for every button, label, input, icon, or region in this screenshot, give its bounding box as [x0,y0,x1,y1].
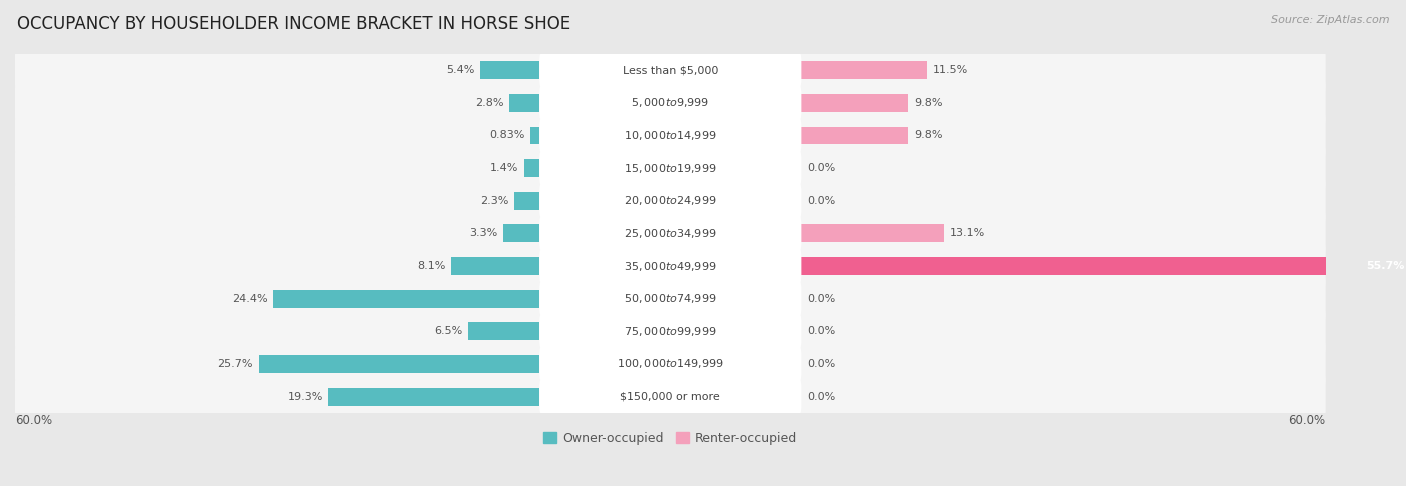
Text: 55.7%: 55.7% [1365,261,1405,271]
Text: $5,000 to $9,999: $5,000 to $9,999 [631,96,710,109]
Text: 9.8%: 9.8% [914,130,942,140]
Text: 25.7%: 25.7% [218,359,253,369]
Text: 9.8%: 9.8% [914,98,942,108]
Bar [451,257,540,275]
Legend: Owner-occupied, Renter-occupied: Owner-occupied, Renter-occupied [538,427,803,450]
Bar [801,61,927,79]
Bar [524,159,540,177]
Bar [515,192,540,210]
Text: 0.0%: 0.0% [807,163,835,173]
Text: $15,000 to $19,999: $15,000 to $19,999 [624,162,717,174]
Text: 0.0%: 0.0% [807,359,835,369]
FancyBboxPatch shape [540,215,801,252]
Text: 6.5%: 6.5% [434,326,463,336]
Text: 8.1%: 8.1% [418,261,446,271]
FancyBboxPatch shape [540,345,801,382]
FancyBboxPatch shape [15,339,1326,389]
Bar [801,126,908,144]
FancyBboxPatch shape [15,208,1326,258]
FancyBboxPatch shape [540,117,801,154]
Text: 0.0%: 0.0% [807,326,835,336]
Text: 0.83%: 0.83% [489,130,524,140]
Bar [273,290,540,308]
FancyBboxPatch shape [15,78,1326,128]
FancyBboxPatch shape [15,274,1326,324]
Bar [801,94,908,112]
FancyBboxPatch shape [15,45,1326,95]
Bar [801,225,945,243]
Text: 60.0%: 60.0% [1288,414,1326,427]
Text: 13.1%: 13.1% [950,228,986,239]
Text: 5.4%: 5.4% [447,65,475,75]
Text: $20,000 to $24,999: $20,000 to $24,999 [624,194,717,207]
Text: OCCUPANCY BY HOUSEHOLDER INCOME BRACKET IN HORSE SHOE: OCCUPANCY BY HOUSEHOLDER INCOME BRACKET … [17,15,569,33]
Text: 2.3%: 2.3% [481,196,509,206]
FancyBboxPatch shape [15,372,1326,421]
Text: 0.0%: 0.0% [807,294,835,304]
Text: Source: ZipAtlas.com: Source: ZipAtlas.com [1271,15,1389,25]
FancyBboxPatch shape [540,247,801,285]
Text: 19.3%: 19.3% [288,392,323,401]
FancyBboxPatch shape [15,143,1326,193]
FancyBboxPatch shape [15,111,1326,160]
Text: $150,000 or more: $150,000 or more [620,392,720,401]
Bar [329,388,540,405]
FancyBboxPatch shape [540,84,801,122]
Text: $25,000 to $34,999: $25,000 to $34,999 [624,227,717,240]
Text: $100,000 to $149,999: $100,000 to $149,999 [617,357,724,370]
Text: 11.5%: 11.5% [932,65,967,75]
Bar [530,126,540,144]
Text: $10,000 to $14,999: $10,000 to $14,999 [624,129,717,142]
Text: Less than $5,000: Less than $5,000 [623,65,718,75]
FancyBboxPatch shape [540,280,801,317]
Bar [468,322,540,340]
Text: 1.4%: 1.4% [491,163,519,173]
Text: 0.0%: 0.0% [807,392,835,401]
FancyBboxPatch shape [15,307,1326,356]
Bar [481,61,540,79]
Text: $50,000 to $74,999: $50,000 to $74,999 [624,292,717,305]
FancyBboxPatch shape [15,176,1326,226]
Bar [509,94,540,112]
Text: $35,000 to $49,999: $35,000 to $49,999 [624,260,717,273]
FancyBboxPatch shape [540,52,801,89]
Text: 0.0%: 0.0% [807,196,835,206]
FancyBboxPatch shape [15,241,1326,291]
FancyBboxPatch shape [540,149,801,187]
FancyBboxPatch shape [540,378,801,416]
FancyBboxPatch shape [540,312,801,350]
Text: 60.0%: 60.0% [15,414,52,427]
Text: 3.3%: 3.3% [470,228,498,239]
Text: 24.4%: 24.4% [232,294,267,304]
FancyBboxPatch shape [540,182,801,220]
Bar [503,225,540,243]
Bar [259,355,540,373]
Text: $75,000 to $99,999: $75,000 to $99,999 [624,325,717,338]
Text: 2.8%: 2.8% [475,98,503,108]
Bar [801,257,1406,275]
